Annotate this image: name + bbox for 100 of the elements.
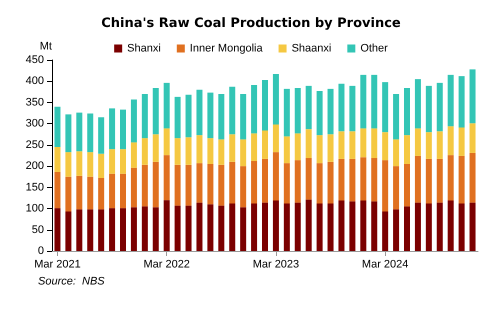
bar <box>142 164 148 206</box>
bar <box>338 200 344 251</box>
source-note: Source: NBS <box>38 276 106 288</box>
bar <box>262 202 268 251</box>
bar <box>349 131 356 159</box>
bar <box>338 131 344 159</box>
bar <box>251 133 258 162</box>
bar <box>186 94 192 138</box>
bar <box>328 134 334 162</box>
bar <box>196 135 202 164</box>
bar <box>152 88 159 134</box>
bar <box>316 90 323 136</box>
bar <box>316 163 323 204</box>
bar <box>272 152 279 200</box>
bar <box>87 176 94 210</box>
bar <box>87 152 94 177</box>
bar <box>393 139 400 166</box>
bar <box>262 158 268 203</box>
bar <box>152 207 159 251</box>
bar <box>436 131 443 159</box>
bar <box>54 172 60 208</box>
bar <box>240 94 246 140</box>
bar <box>338 158 344 200</box>
bar <box>316 135 323 164</box>
bar <box>164 155 170 200</box>
legend-label: Shanxi <box>127 42 161 54</box>
bar <box>436 82 443 132</box>
bar <box>272 200 279 251</box>
bar <box>98 154 104 178</box>
bar <box>306 129 312 158</box>
bar <box>349 201 356 251</box>
bar <box>436 202 443 251</box>
bar <box>120 174 126 208</box>
chart-title: China's Raw Coal Production by Province <box>101 16 401 31</box>
bar <box>382 132 388 160</box>
bar <box>65 114 72 152</box>
bar <box>218 94 224 140</box>
bar <box>130 207 137 251</box>
bar <box>164 128 170 156</box>
bar <box>294 160 301 203</box>
bar <box>65 212 72 251</box>
bar <box>142 206 148 251</box>
bar <box>251 161 258 204</box>
bar <box>294 202 301 251</box>
bar <box>87 209 94 251</box>
bar <box>130 168 137 208</box>
bar <box>120 208 126 251</box>
bar <box>328 162 334 204</box>
bar <box>360 200 366 251</box>
bar <box>414 202 421 251</box>
bar <box>470 69 476 124</box>
bar <box>448 126 454 156</box>
bar <box>404 135 410 164</box>
bar <box>414 128 421 156</box>
bar <box>120 149 126 174</box>
y-tick-label: 450 <box>26 54 44 66</box>
y-axis-title: Mt <box>40 40 52 52</box>
bar <box>272 74 279 125</box>
bar <box>458 127 465 156</box>
bar <box>470 123 476 153</box>
y-tick-label: 350 <box>26 96 44 108</box>
bar <box>458 156 465 204</box>
bar <box>426 132 432 159</box>
bar <box>294 88 301 134</box>
bar <box>294 133 301 160</box>
bar <box>393 166 400 210</box>
x-tick-label: Mar 2022 <box>143 258 190 270</box>
legend-label: Other <box>360 42 388 54</box>
bar <box>404 164 410 206</box>
bar <box>251 85 258 134</box>
y-tick-label: 200 <box>26 160 44 172</box>
bar <box>207 164 214 204</box>
bar <box>240 139 246 166</box>
bar <box>371 201 378 251</box>
bar <box>98 178 104 210</box>
bar <box>306 86 312 130</box>
bar <box>186 137 192 165</box>
bar <box>174 138 181 165</box>
bar <box>404 206 410 251</box>
bar <box>65 176 72 212</box>
bar <box>349 86 356 132</box>
bar <box>229 162 236 204</box>
bar <box>338 84 344 132</box>
bar <box>142 138 148 165</box>
y-tick-label: 0 <box>38 245 44 257</box>
bar <box>98 209 104 251</box>
y-tick-label: 300 <box>26 118 44 130</box>
x-tick-label: Mar 2023 <box>252 258 300 270</box>
bar <box>360 128 366 158</box>
bar <box>393 94 400 140</box>
bar <box>109 174 116 208</box>
bar <box>448 200 454 251</box>
y-tick-label: 150 <box>26 181 44 194</box>
bar <box>207 204 214 251</box>
bar <box>360 74 366 128</box>
bar <box>458 203 465 251</box>
legend-label: Shaanxi <box>292 42 332 54</box>
bar <box>306 200 312 251</box>
bar <box>229 134 236 162</box>
bar <box>458 76 465 128</box>
